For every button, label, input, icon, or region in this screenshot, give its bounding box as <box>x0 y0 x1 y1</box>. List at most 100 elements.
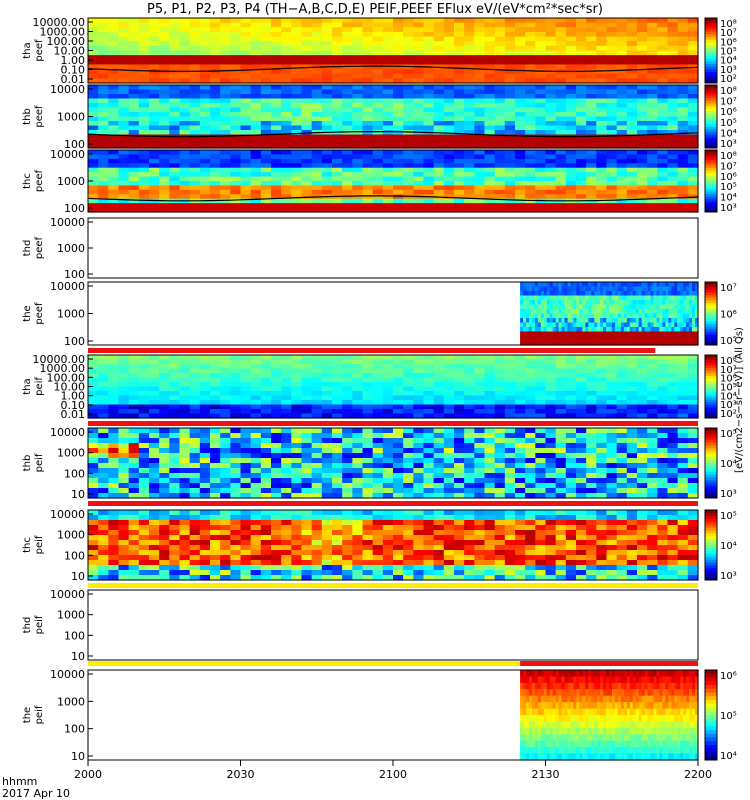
thb-peef-cell <box>667 107 679 113</box>
the-peef-cell <box>635 286 640 292</box>
tha-peif-cell <box>657 364 669 370</box>
thc-peef-cell <box>159 158 170 164</box>
thb-peef-cell <box>169 139 181 145</box>
thc-peef-cell <box>586 185 597 191</box>
thb-peef-cell <box>464 116 475 122</box>
thb-peif-cell <box>98 453 109 459</box>
tha-peif-cell <box>515 382 526 388</box>
tha-peef-cell <box>403 18 414 24</box>
tha-peif-cell <box>484 364 496 370</box>
thb-peef-cell <box>443 103 455 109</box>
thc-peef-cell <box>98 189 109 195</box>
thb-peif-cell <box>179 433 191 439</box>
thb-peif-cell <box>179 438 191 444</box>
thb-peef-label-product: peef <box>34 105 45 128</box>
thc-peef-cell <box>515 198 526 204</box>
thb-peef-cell <box>586 139 597 145</box>
thb-peef-cell <box>494 143 506 149</box>
tha-peef-cell <box>616 50 628 56</box>
thb-peef-cell <box>271 116 282 122</box>
the-peef-cell <box>623 322 628 328</box>
thb-peef-cell <box>403 103 414 109</box>
the-peef-cell <box>638 313 643 319</box>
thb-peif-cell <box>301 438 313 444</box>
tha-peif-cell <box>423 364 435 370</box>
thb-peef-cell <box>606 94 618 100</box>
the-peef-cell <box>540 313 545 319</box>
tha-peif-cell <box>545 395 557 401</box>
thb-peef-cell <box>565 98 577 104</box>
the-peef-cell <box>635 331 640 337</box>
tha-peif-cell <box>647 400 658 406</box>
thc-peef-cell <box>230 189 242 195</box>
thb-peif-cell <box>271 468 282 474</box>
the-peef-cell <box>677 295 681 301</box>
thb-peef-cell <box>484 130 496 136</box>
tha-peef-cell <box>504 64 516 70</box>
tha-peef-cell <box>352 55 364 61</box>
tha-peef-cell <box>199 78 211 84</box>
tha-peef-cell <box>443 59 455 66</box>
tha-peef-cell <box>454 55 465 61</box>
tha-peef-cell <box>484 64 496 70</box>
tha-peif-cell <box>88 413 99 419</box>
tha-peef-cell <box>352 22 364 28</box>
thb-peef-cell <box>189 125 201 131</box>
the-peef-cell <box>612 291 616 297</box>
thc-peef-cell <box>626 154 638 160</box>
thc-peef-cell <box>586 207 597 213</box>
tha-peif-cell <box>647 409 658 415</box>
tha-peif-colorbar-step <box>705 389 717 393</box>
tha-peef-cell <box>281 27 292 33</box>
thc-peef-cell <box>169 163 181 169</box>
the-peef-cell <box>591 291 595 297</box>
tha-peif-cell <box>687 364 699 370</box>
thb-peef-cell <box>128 139 140 145</box>
thb-peif-cell <box>260 453 272 459</box>
thc-peef-cell <box>149 198 160 204</box>
the-peef-cell <box>531 300 536 306</box>
thb-peef-cell <box>98 89 109 95</box>
thb-peif-cell <box>250 488 262 494</box>
thc-peef-cell <box>443 181 455 187</box>
thc-peef-cell <box>565 194 577 200</box>
tha-peef-cell <box>118 36 130 42</box>
thb-peif-cell <box>179 448 191 454</box>
thb-peef-cell <box>637 85 648 91</box>
tha-peef-cell <box>525 36 536 42</box>
tha-peif-colorbar-step <box>705 386 717 390</box>
thc-peef-cell <box>118 194 130 200</box>
tha-peef-cell <box>494 18 506 24</box>
thb-peef-cell <box>138 125 150 131</box>
thc-peef-cell <box>555 158 567 164</box>
thb-peef-cell <box>189 103 201 109</box>
thc-peef-cell <box>342 189 353 195</box>
thb-peif-cell <box>159 428 170 434</box>
the-peef-cell <box>656 331 661 337</box>
tha-peef-cell <box>626 73 638 79</box>
thb-peef-cell <box>606 134 618 140</box>
tha-peef-cell <box>464 73 475 79</box>
thb-peef-cell <box>301 139 313 145</box>
thb-peef-cell <box>362 85 374 91</box>
tha-peif-cell <box>464 355 475 361</box>
tha-peef-cell <box>250 59 262 66</box>
thb-peef-cell <box>271 139 282 145</box>
tha-peef-cell <box>260 36 272 42</box>
tha-peef-cell <box>454 64 465 70</box>
tha-peef-cell <box>230 50 242 56</box>
thc-peef-cell <box>382 181 394 187</box>
tha-peif-cell <box>606 404 618 410</box>
tha-peif-cell <box>494 391 506 397</box>
tha-peif-cell <box>545 400 557 406</box>
thb-peef-cell <box>464 98 475 104</box>
thc-peef-cell <box>311 167 323 173</box>
tha-peif-cell <box>179 400 191 406</box>
tha-peef-cell <box>515 55 526 61</box>
the-peef-colorbar-step <box>705 339 717 343</box>
thc-peef-cell <box>454 189 465 195</box>
tha-peif-cell <box>149 368 160 374</box>
tha-peif-cell <box>199 391 211 397</box>
thb-peif-cell <box>199 433 211 439</box>
thb-peif-cell <box>220 428 231 434</box>
